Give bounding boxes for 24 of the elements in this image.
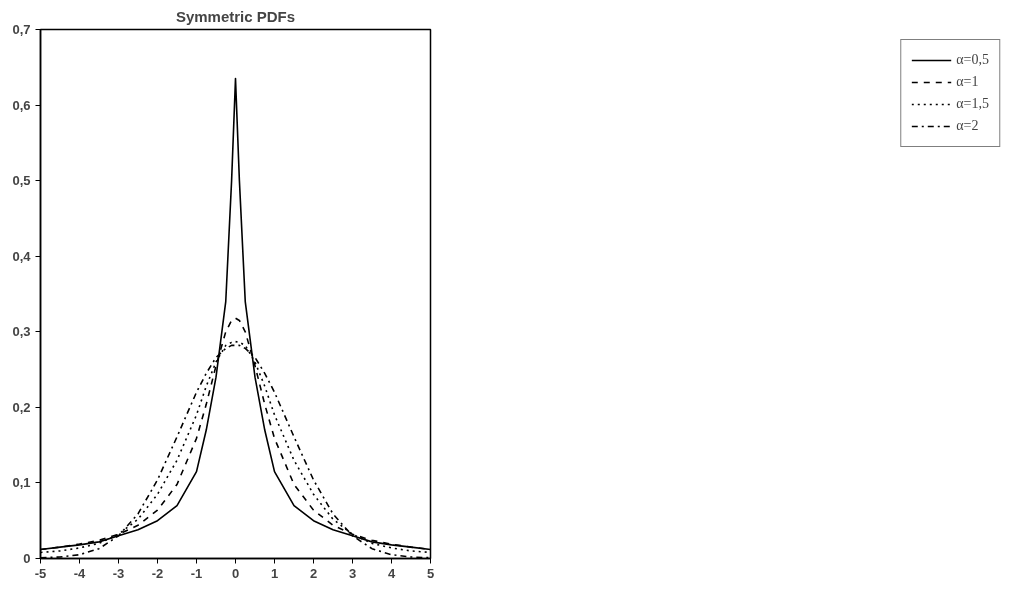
y-tick-label: 0,2 — [12, 399, 31, 415]
x-tick-label: 1 — [270, 565, 279, 581]
y-tick-label: 0,1 — [12, 475, 31, 491]
y-tick-label: 0,7 — [12, 22, 31, 37]
y-tick-label: 0,4 — [12, 248, 32, 264]
legend-label: α=1,5 — [956, 96, 989, 112]
legend-label: α=1 — [956, 74, 979, 90]
x-tick-label: 3 — [348, 565, 357, 581]
x-tick-label: -3 — [112, 565, 125, 581]
legend-label: α=2 — [956, 118, 979, 134]
y-tick-label: 0,5 — [12, 173, 31, 189]
x-tick-label: -5 — [34, 565, 47, 581]
legend-label: α=0,5 — [956, 52, 989, 68]
x-tick-label: 4 — [387, 565, 396, 581]
x-tick-label: 5 — [426, 565, 435, 581]
y-tick-label: 0 — [23, 551, 31, 566]
chart-title: Symmetric PDFs — [175, 7, 296, 25]
y-tick-label: 0,3 — [12, 324, 31, 340]
x-tick-label: 2 — [309, 565, 318, 581]
x-tick-label: -2 — [151, 565, 164, 581]
x-tick-label: -1 — [190, 565, 203, 581]
x-tick-label: 0 — [231, 565, 240, 581]
x-tick-label: -4 — [73, 565, 87, 581]
y-tick-label: 0,6 — [12, 97, 31, 113]
